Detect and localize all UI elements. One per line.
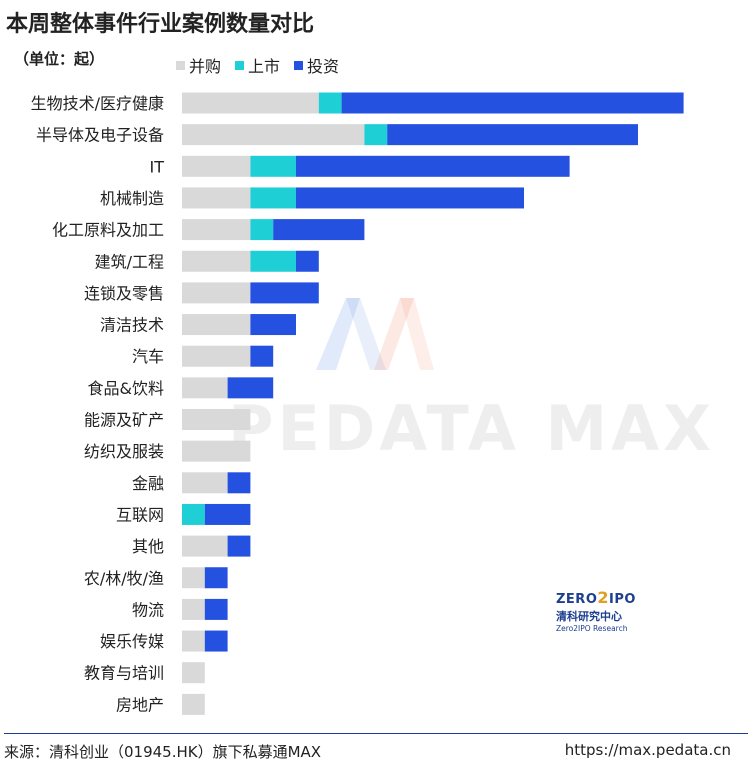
bar-segment-mna bbox=[182, 282, 251, 304]
bar-segment-investment bbox=[227, 377, 274, 399]
category-label: 汽车 bbox=[132, 347, 164, 366]
category-label: 其他 bbox=[132, 537, 164, 556]
legend-item-investment: 投资 bbox=[294, 53, 339, 77]
category-label: 食品&饮料 bbox=[88, 379, 164, 398]
category-label: 建筑/工程 bbox=[95, 252, 164, 271]
bar-segment-ipo bbox=[250, 155, 296, 177]
legend: 并购 上市 投资 bbox=[176, 53, 339, 77]
watermark-text: PEDATA MAX bbox=[228, 392, 715, 465]
watermark-logo-mark bbox=[316, 298, 434, 370]
legend-label-mna: 并购 bbox=[189, 57, 222, 76]
bar-segment-mna bbox=[182, 472, 228, 494]
bar-segment-mna bbox=[182, 409, 251, 430]
footer-divider bbox=[4, 733, 748, 734]
category-label: IT bbox=[150, 157, 165, 176]
bar-segment-investment bbox=[250, 282, 319, 304]
legend-swatch-mna bbox=[176, 60, 185, 70]
bar-segment-investment bbox=[227, 535, 251, 557]
bar-segment-ipo bbox=[182, 503, 205, 525]
bar-segment-investment bbox=[341, 92, 684, 114]
category-label: 教育与培训 bbox=[84, 664, 164, 683]
legend-label-investment: 投资 bbox=[307, 57, 340, 76]
bar-segment-investment bbox=[387, 124, 638, 146]
bar-segment-mna bbox=[182, 345, 251, 367]
source-note: 来源：清科创业（01945.HK）旗下私募通MAX bbox=[4, 743, 322, 761]
logo-english-name: Zero2IPO Research bbox=[556, 624, 628, 633]
bar-segment-ipo bbox=[318, 92, 342, 114]
bar-segment-investment bbox=[296, 250, 319, 272]
bar-segment-ipo bbox=[364, 124, 388, 146]
bar-segment-ipo bbox=[250, 187, 296, 209]
bar-segment-ipo bbox=[250, 219, 274, 241]
category-label: 物流 bbox=[132, 600, 164, 619]
bar-segment-mna bbox=[182, 187, 251, 209]
bar-segment-investment bbox=[204, 567, 228, 589]
bar-segment-mna bbox=[182, 92, 319, 114]
category-label: 农/林/牧/渔 bbox=[84, 569, 164, 588]
category-label: 互联网 bbox=[116, 505, 164, 524]
bar-segment-investment bbox=[204, 503, 251, 525]
bar-segment-investment bbox=[273, 219, 365, 241]
bar-segment-mna bbox=[182, 124, 365, 146]
category-label: 娱乐传媒 bbox=[100, 632, 164, 651]
bar-segment-mna bbox=[182, 662, 205, 684]
category-label: 化工原料及加工 bbox=[52, 221, 164, 240]
legend-swatch-ipo bbox=[235, 60, 245, 70]
bar-segment-mna bbox=[182, 567, 205, 589]
bar-segment-mna bbox=[182, 440, 251, 462]
logo-chinese-name: 清科研究中心 bbox=[556, 610, 622, 623]
category-label: 金融 bbox=[132, 474, 164, 493]
bar-segment-investment bbox=[250, 314, 296, 336]
bar-segment-mna bbox=[182, 219, 251, 241]
category-label: 清洁技术 bbox=[100, 316, 164, 335]
bar-segment-ipo bbox=[250, 250, 296, 272]
bar-segment-mna bbox=[182, 598, 205, 620]
bar-segment-mna bbox=[182, 250, 251, 272]
legend-swatch-investment bbox=[294, 60, 304, 70]
logo-wordmark: ZERO2IPO bbox=[556, 588, 636, 607]
bar-segment-investment bbox=[227, 472, 251, 494]
bars-group bbox=[182, 92, 684, 715]
bar-segment-investment bbox=[204, 630, 228, 652]
bar-segment-mna bbox=[182, 535, 228, 557]
legend-label-ipo: 上市 bbox=[248, 57, 281, 76]
category-label: 连锁及零售 bbox=[84, 284, 164, 303]
bar-segment-mna bbox=[182, 314, 251, 336]
bar-segment-mna bbox=[182, 155, 251, 177]
bar-segment-mna bbox=[182, 693, 205, 715]
category-label: 半导体及电子设备 bbox=[36, 126, 164, 145]
category-label: 机械制造 bbox=[100, 189, 164, 208]
bar-segment-mna bbox=[182, 630, 205, 652]
bar-segment-investment bbox=[250, 345, 274, 367]
chart-title: 本周整体事件行业案例数量对比 bbox=[6, 12, 315, 37]
bar-segment-investment bbox=[296, 155, 570, 177]
category-label: 能源及矿产 bbox=[84, 411, 164, 430]
source-url: https://max.pedata.cn bbox=[564, 741, 731, 759]
legend-item-ipo: 上市 bbox=[235, 53, 280, 77]
zero2ipo-logo: ZERO2IPO 清科研究中心 Zero2IPO Research bbox=[556, 588, 656, 633]
category-label: 房地产 bbox=[116, 695, 164, 714]
bar-segment-investment bbox=[204, 598, 228, 620]
category-label: 纺织及服装 bbox=[84, 442, 164, 461]
unit-label: （单位：起） bbox=[14, 50, 105, 68]
category-label: 生物技术/医疗健康 bbox=[31, 94, 164, 113]
bar-segment-investment bbox=[296, 187, 524, 209]
bar-segment-mna bbox=[182, 377, 228, 399]
legend-item-mna: 并购 bbox=[176, 53, 221, 77]
